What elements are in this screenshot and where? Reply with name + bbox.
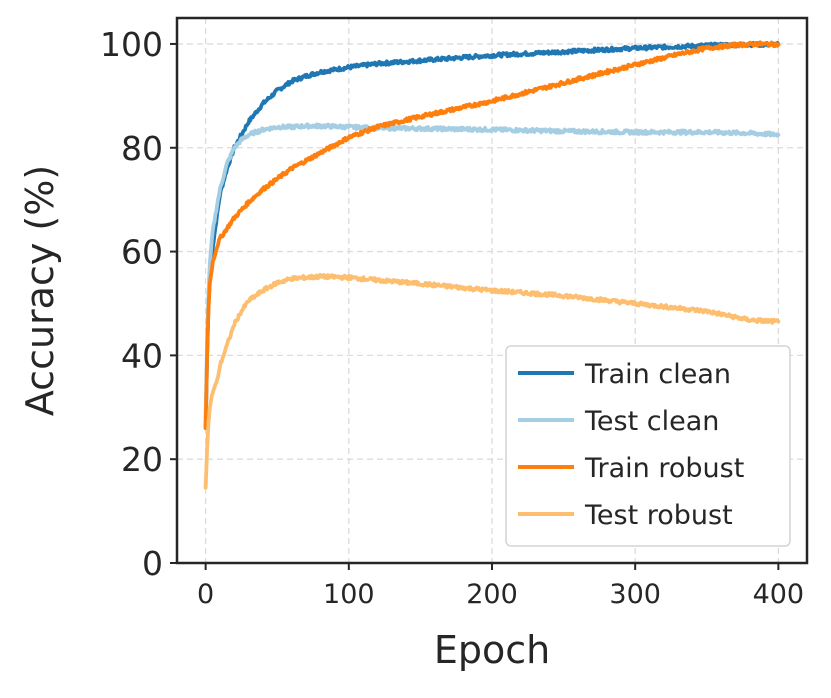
series-lines	[203, 40, 781, 490]
y-tick-label: 80	[121, 129, 163, 168]
x-tick-label: 400	[753, 579, 805, 610]
y-tick-label: 100	[100, 25, 163, 64]
y-tick-label: 40	[121, 336, 163, 375]
series-line-train-clean	[203, 40, 781, 430]
legend-label: Train robust	[584, 453, 744, 484]
y-tick-label: 20	[121, 440, 163, 479]
x-tick-label: 200	[466, 579, 518, 610]
y-tick-label: 0	[142, 544, 163, 583]
y-tick-label: 60	[121, 233, 163, 272]
legend-label: Test robust	[584, 500, 733, 531]
series-line-test-clean	[203, 122, 781, 420]
series-line-train-robust	[203, 40, 781, 430]
legend-box	[505, 345, 791, 547]
axis-ticks: 0 100 200 300 400 0 20 40 60 80 100	[100, 25, 804, 610]
legend: Train clean Test clean Train robust Test ro…	[505, 345, 791, 547]
x-tick-label: 300	[609, 579, 661, 610]
x-tick-label: 100	[323, 579, 375, 610]
series-line-test-robust	[203, 272, 781, 490]
x-axis-label: Epoch	[434, 628, 550, 672]
legend-label: Test clean	[584, 406, 719, 437]
y-axis-label: Accuracy (%)	[18, 165, 62, 416]
x-tick-label: 0	[197, 579, 214, 610]
legend-label: Train clean	[584, 359, 731, 390]
